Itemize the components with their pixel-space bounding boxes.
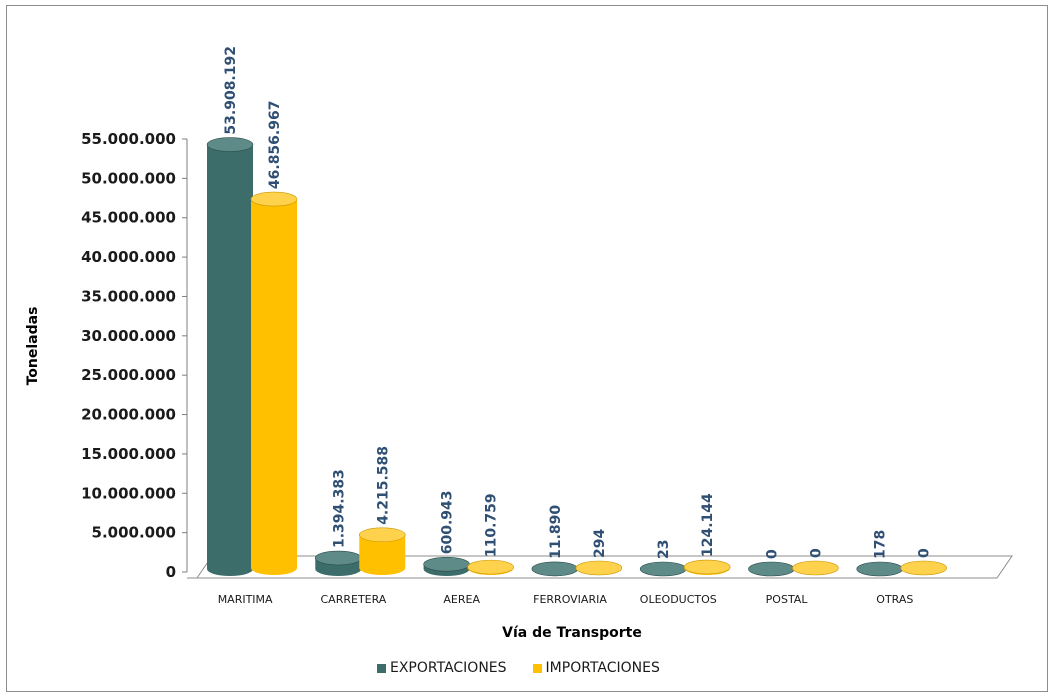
y-tick-label: 50.000.000 bbox=[81, 169, 176, 187]
y-tick-label: 0 bbox=[166, 563, 176, 581]
legend-item-exportaciones: EXPORTACIONES bbox=[377, 660, 507, 676]
bar-top-importaciones-aerea bbox=[467, 559, 514, 575]
bar-top-exportaciones-carretera bbox=[314, 550, 362, 566]
data-label-importaciones-aerea: 110.759 bbox=[484, 493, 500, 557]
bar-chart: 0 5.000.000 10.000.000 15.000.000 20.000.000… bbox=[25, 46, 1013, 641]
x-tick-label: POSTAL bbox=[766, 593, 809, 606]
y-tick-label: 10.000.000 bbox=[81, 484, 176, 502]
bar-top-importaciones-maritima bbox=[250, 191, 298, 207]
legend-swatch-exportaciones bbox=[377, 663, 386, 673]
bar-importaciones-carretera bbox=[359, 534, 406, 576]
bar-top-importaciones-ferroviaria bbox=[575, 560, 623, 576]
y-tick-label: 15.000.000 bbox=[81, 445, 176, 463]
y-tick-label: 20.000.000 bbox=[81, 406, 176, 424]
bar-top-exportaciones-ferroviaria bbox=[531, 561, 579, 577]
bar-top-exportaciones-postal bbox=[748, 561, 795, 577]
bars bbox=[206, 137, 948, 577]
legend-label-exportaciones: EXPORTACIONES bbox=[390, 660, 507, 676]
data-label-importaciones-postal: 0 bbox=[808, 548, 824, 558]
data-label-exportaciones-carretera: 1.394.383 bbox=[331, 469, 347, 548]
data-label-exportaciones-oleoductos: 23 bbox=[656, 540, 672, 559]
legend: EXPORTACIONES IMPORTACIONES bbox=[377, 660, 660, 676]
bar-top-exportaciones-aerea bbox=[423, 556, 470, 572]
y-tick-label: 40.000.000 bbox=[81, 248, 176, 266]
y-tick-label: 30.000.000 bbox=[81, 327, 176, 345]
x-tick-label: OTRAS bbox=[876, 593, 913, 606]
x-tick-label: OLEODUCTOS bbox=[640, 593, 717, 606]
bar-top-importaciones-oleoductos bbox=[683, 559, 731, 575]
bar-top-exportaciones-otras bbox=[856, 561, 904, 577]
data-label-exportaciones-ferroviaria: 11.890 bbox=[548, 505, 564, 559]
axes: 0 5.000.000 10.000.000 15.000.000 20.000.000… bbox=[81, 130, 913, 606]
bar-top-importaciones-postal bbox=[792, 560, 839, 576]
x-tick-label: CARRETERA bbox=[321, 593, 387, 606]
y-tick-label: 55.000.000 bbox=[81, 130, 176, 148]
data-label-exportaciones-otras: 178 bbox=[873, 530, 889, 559]
legend-label-importaciones: IMPORTACIONES bbox=[545, 660, 660, 676]
y-tick-label: 45.000.000 bbox=[81, 209, 176, 227]
y-tick-label: 5.000.000 bbox=[92, 524, 176, 542]
x-tick-label: AEREA bbox=[443, 593, 480, 606]
data-label-exportaciones-aerea: 600.943 bbox=[440, 491, 456, 555]
bar-exportaciones-maritima bbox=[207, 144, 253, 576]
bar-top-exportaciones-maritima bbox=[206, 137, 254, 152]
y-axis-title: Toneladas bbox=[25, 307, 41, 386]
data-label-importaciones-otras: 0 bbox=[917, 548, 933, 558]
y-tick-label: 35.000.000 bbox=[81, 287, 176, 305]
x-axis-title: Vía de Transporte bbox=[502, 625, 642, 641]
bar-top-importaciones-otras bbox=[900, 560, 948, 576]
x-tick-label: MARITIMA bbox=[218, 593, 273, 606]
data-label-exportaciones-postal: 0 bbox=[764, 549, 780, 559]
bar-top-exportaciones-oleoductos bbox=[639, 561, 687, 577]
data-label-importaciones-oleoductos: 124.144 bbox=[700, 493, 716, 557]
bar-top-importaciones-carretera bbox=[358, 527, 406, 543]
data-label-importaciones-maritima: 46.856.967 bbox=[267, 101, 283, 190]
x-tick-label: FERROVIARIA bbox=[533, 593, 607, 606]
y-tick-label: 25.000.000 bbox=[81, 366, 176, 384]
data-label-exportaciones-maritima: 53.908.192 bbox=[223, 46, 239, 135]
legend-item-importaciones: IMPORTACIONES bbox=[532, 660, 660, 676]
chart-frame: 0 5.000.000 10.000.000 15.000.000 20.000.000… bbox=[6, 5, 1048, 692]
bar-importaciones-maritima bbox=[251, 199, 297, 575]
data-label-importaciones-carretera: 4.215.588 bbox=[375, 446, 391, 525]
legend-swatch-importaciones bbox=[532, 663, 542, 673]
data-label-importaciones-ferroviaria: 294 bbox=[592, 529, 608, 558]
data-labels: 53.908.192 46.856.967 1.394.383 4.215.588 60… bbox=[223, 46, 933, 559]
